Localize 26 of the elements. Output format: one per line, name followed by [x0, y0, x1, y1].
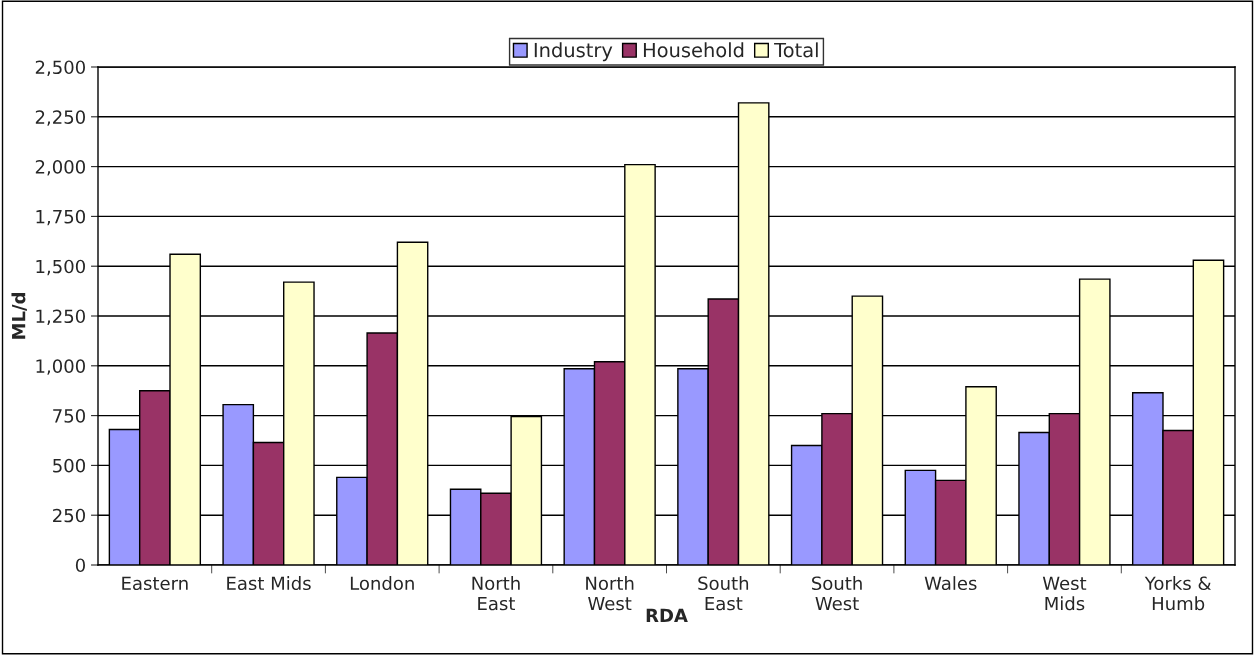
x-tick-label: East Mids — [227, 576, 311, 591]
x-tick-label: South West — [812, 576, 862, 611]
y-tick-label: 1,750 — [36, 209, 85, 226]
y-tick-label: 750 — [53, 409, 85, 423]
x-tick-label: Yorks & Humb — [1144, 576, 1211, 611]
x-tick-label: North West — [586, 576, 634, 611]
y-tick-label: 2,500 — [35, 60, 85, 76]
x-tick-label: Wales — [924, 576, 977, 591]
x-tick-label: West Mids — [1042, 576, 1087, 611]
y-tick-label: 1,500 — [36, 259, 85, 276]
y-tick-label: 0 — [75, 558, 85, 573]
y-tick-label: 1,250 — [36, 309, 85, 325]
y-tick-label: 2,000 — [35, 160, 85, 176]
x-tick-label: London — [350, 576, 414, 591]
y-tick-label: 500 — [53, 458, 85, 473]
legend-label: Household — [643, 42, 744, 58]
legend-label: Total — [774, 42, 818, 58]
y-tick-label: 1,000 — [36, 359, 85, 375]
y-axis-title: ML/d — [11, 293, 27, 339]
x-axis-title: RDA — [646, 608, 688, 622]
x-tick-label: North East — [472, 576, 520, 611]
y-tick-label: 2,250 — [35, 110, 85, 126]
y-tick-label: 250 — [53, 508, 85, 523]
x-tick-label: Eastern — [122, 576, 188, 591]
legend-label: Industry — [534, 42, 613, 62]
x-tick-label: South East — [698, 576, 749, 611]
